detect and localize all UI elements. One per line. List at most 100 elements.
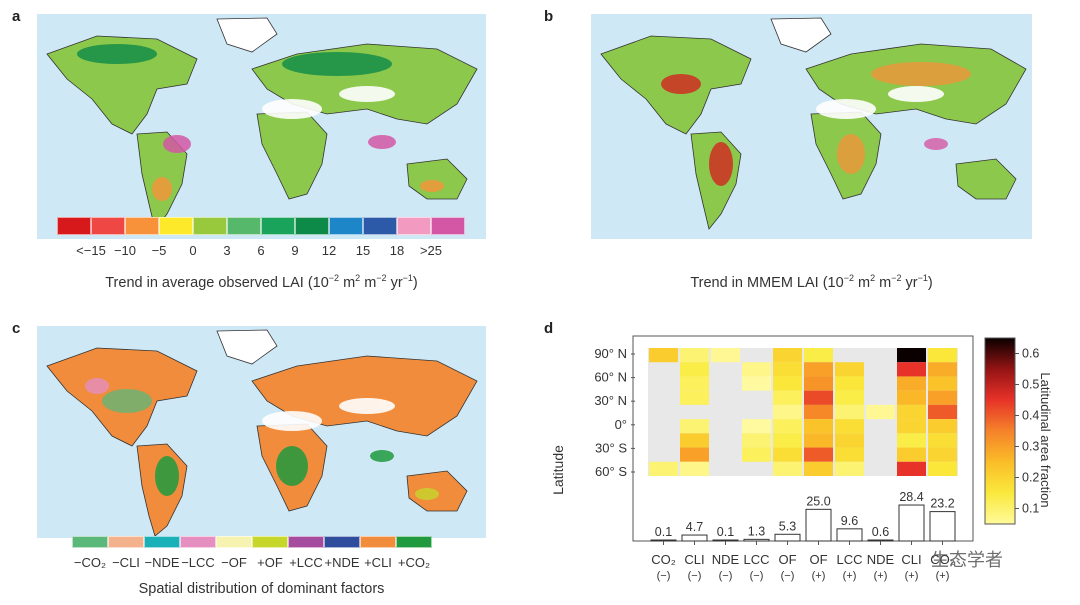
legend-c-label: −LCC bbox=[181, 555, 215, 570]
heatmap-cells bbox=[632, 335, 974, 542]
latitude-tick-label: 60° S bbox=[595, 464, 627, 479]
area-fraction-value: 5.3 bbox=[779, 519, 796, 533]
heatmap-cell bbox=[928, 419, 957, 434]
map-observed-lai-trend bbox=[37, 14, 486, 239]
heatmap-cell bbox=[773, 348, 802, 363]
map-mmem-lai-trend bbox=[591, 14, 1032, 239]
heatmap-cell bbox=[680, 376, 709, 391]
heatmap-cell bbox=[897, 447, 926, 462]
factor-sign-label: (+) bbox=[843, 570, 857, 582]
legend-a-swatch bbox=[329, 217, 363, 235]
legend-a-swatch bbox=[261, 217, 295, 235]
latitude-tick-label: 90° N bbox=[594, 346, 627, 361]
heatmap-cell bbox=[928, 376, 957, 391]
legend-a-swatch bbox=[91, 217, 125, 235]
area-fraction-value: 0.1 bbox=[655, 525, 672, 539]
heatmap-cell bbox=[835, 447, 864, 462]
panel-letter-b: b bbox=[544, 8, 554, 25]
colorbar-tick-label: 0.3 bbox=[1022, 440, 1039, 454]
legend-c-swatch bbox=[180, 536, 216, 548]
heatmap-cell bbox=[649, 461, 678, 476]
colorbar-tick-label: 0.1 bbox=[1022, 502, 1039, 516]
legend-a-tick-label: 9 bbox=[291, 243, 299, 258]
heatmap-cell bbox=[835, 404, 864, 420]
caption-b: Trend in MMEM LAI (10−2 m2 m−2 yr−1) bbox=[690, 273, 933, 291]
area-fraction-bar bbox=[836, 528, 863, 542]
colorbar: 0.1 0.2 0.3 0.4 0.5 0.6 bbox=[984, 337, 1039, 525]
heatmap-ylabel: Latitude bbox=[550, 445, 566, 495]
legend-a-swatch bbox=[193, 217, 227, 235]
latitude-tick-label: 30° N bbox=[594, 393, 627, 408]
heatmap-cell bbox=[897, 461, 926, 476]
colorbar-label: Latitudinal area fraction bbox=[1038, 372, 1053, 507]
factor-name-label: CLI bbox=[684, 552, 704, 567]
heatmap-cell bbox=[897, 419, 926, 434]
legend-c-label: +NDE bbox=[324, 555, 360, 570]
area-fraction-bars: 0.1 4.7 0.1 1.3 5.3 25.0 9.6 0.6 28.4 23.2 bbox=[650, 490, 956, 542]
watermark: 生态学者 bbox=[931, 550, 1003, 570]
heatmap-cell bbox=[773, 461, 802, 476]
heatmap-cell bbox=[928, 433, 957, 448]
heatmap-cell bbox=[804, 376, 833, 391]
area-fraction-bar bbox=[774, 533, 801, 542]
heatmap-cell bbox=[897, 404, 926, 420]
factor-sign-label: (−) bbox=[657, 570, 671, 582]
area-fraction-bar bbox=[681, 534, 708, 542]
legend-c-label: +LCC bbox=[289, 555, 323, 570]
legend-a bbox=[57, 217, 465, 235]
colorbar-tick-label: 0.4 bbox=[1022, 409, 1039, 423]
heatmap-cell bbox=[897, 390, 926, 405]
map-dominant-factors bbox=[37, 326, 486, 538]
heatmap-cell bbox=[928, 461, 957, 476]
heatmap-cell bbox=[773, 376, 802, 391]
factor-name-label: CLI bbox=[901, 552, 921, 567]
heatmap-cell bbox=[897, 362, 926, 377]
legend-a-tick-label: >25 bbox=[419, 243, 443, 258]
heatmap-cell bbox=[804, 362, 833, 377]
legend-c-label: −OF bbox=[221, 555, 247, 570]
factor-name-label: NDE bbox=[712, 552, 740, 567]
legend-c-swatch bbox=[288, 536, 324, 548]
legend-a-tick-label: 15 bbox=[355, 243, 371, 258]
heatmap-cell bbox=[897, 376, 926, 391]
world-map-b bbox=[600, 17, 1027, 230]
world-map-c bbox=[46, 329, 478, 537]
heatmap-cell bbox=[804, 447, 833, 462]
factor-sign-label: (+) bbox=[936, 570, 950, 582]
legend-a-tick-label: <−15 bbox=[76, 243, 106, 258]
colorbar-tick-label: 0.6 bbox=[1022, 347, 1039, 361]
heatmap-cell bbox=[680, 433, 709, 448]
legend-a-swatch bbox=[227, 217, 261, 235]
legend-c-swatch bbox=[360, 536, 396, 548]
heatmap-cell bbox=[928, 404, 957, 420]
legend-a-tick-label: 12 bbox=[321, 243, 337, 258]
factor-sign-label: (+) bbox=[874, 570, 888, 582]
heatmap-cell bbox=[835, 390, 864, 405]
legend-c-label: +OF bbox=[257, 555, 283, 570]
heatmap-cell bbox=[711, 348, 740, 363]
legend-c-swatch bbox=[72, 536, 108, 548]
latitude-tick-label: 0° bbox=[615, 417, 627, 432]
heatmap-cell bbox=[680, 362, 709, 377]
heatmap-cell bbox=[804, 461, 833, 476]
area-fraction-value: 0.1 bbox=[717, 525, 734, 539]
legend-c-label: +CLI bbox=[364, 555, 392, 570]
heatmap-cell bbox=[866, 404, 895, 420]
heatmap-cell bbox=[773, 433, 802, 448]
heatmap-cell bbox=[742, 376, 771, 391]
factor-name-label: OF bbox=[778, 552, 796, 567]
legend-c-swatch bbox=[144, 536, 180, 548]
heatmap-cell bbox=[649, 348, 678, 363]
colorbar-gradient bbox=[984, 337, 1016, 525]
legend-c-swatch bbox=[324, 536, 360, 548]
heatmap-cell bbox=[680, 447, 709, 462]
legend-c-swatch bbox=[216, 536, 252, 548]
heatmap-cell bbox=[835, 419, 864, 434]
factor-category-labels: CO₂ (−) CLI (−) NDE (−) LCC (−) OF (−) OF (+) LCC (+)… bbox=[651, 541, 955, 582]
area-fraction-bar bbox=[898, 504, 925, 542]
heatmap-cell bbox=[928, 390, 957, 405]
factor-name-label: CO₂ bbox=[651, 552, 676, 567]
legend-a-tick-label: 0 bbox=[189, 243, 197, 258]
area-fraction-value: 0.6 bbox=[872, 525, 889, 539]
colorbar-tick-label: 0.5 bbox=[1022, 378, 1039, 392]
